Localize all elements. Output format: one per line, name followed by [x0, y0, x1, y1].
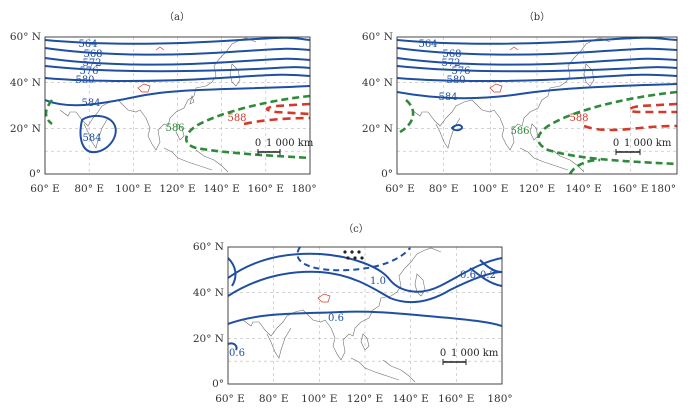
panel-a-red-contour: [243, 102, 310, 126]
panel-a-tibetan-plateau: [137, 46, 165, 93]
panel-a-x-axis-ticks: 60° E 80° E 100° E 120° E 140° E 160° E …: [30, 183, 316, 195]
x-tick: 180°: [651, 183, 676, 195]
panel-b-x-axis-ticks: 60° E 80° E 100° E 120° E 140° E 160° E …: [385, 183, 676, 195]
y-tick: 0°: [212, 378, 224, 390]
x-tick: 120° E: [519, 183, 555, 195]
x-tick: 180°: [487, 393, 512, 405]
contour-label-580: 580: [75, 75, 94, 86]
y-tick: 40° N: [362, 77, 393, 89]
contour-label-576: 576: [451, 66, 470, 77]
contour-label-0-6-west: 0.6: [229, 348, 245, 359]
panel-c-blue-contours: [228, 247, 502, 351]
panel-c-tibetan-plateau: [317, 293, 331, 303]
panel-b-contour-labels: 564 568 572 576 580 584 586 588: [418, 39, 588, 137]
x-tick: 80° E: [259, 393, 289, 405]
x-tick: 80° E: [429, 183, 459, 195]
panel-c-coastline: [242, 247, 442, 383]
panel-b-red-contour: [583, 102, 677, 132]
x-tick: 160° E: [438, 393, 474, 405]
panel-a-scale-bar: 0 1 000 km: [255, 138, 314, 155]
panel-c-frame: [227, 246, 503, 385]
scale-bar-distance: 1 000 km: [451, 348, 499, 359]
x-tick: 100° E: [472, 183, 508, 195]
contour-label-576: 576: [79, 66, 98, 77]
contour-label-0-6-east: 0.6: [460, 270, 476, 281]
contour-label-588: 588: [569, 113, 588, 124]
panel-a-blue-contours: [45, 37, 310, 154]
contour-label-564: 564: [78, 39, 97, 50]
panel-a-label: （a）: [164, 11, 190, 23]
panel-b-frame: [396, 36, 678, 175]
x-tick: 100° E: [115, 183, 151, 195]
panel-b-tibetan-plateau: [489, 46, 519, 93]
panel-c-stippling: [343, 250, 364, 260]
contour-label-1-0: 1.0: [370, 276, 386, 287]
contour-label-568: 568: [442, 49, 461, 60]
contour-label-564: 564: [418, 39, 437, 50]
y-tick: 20° N: [193, 333, 224, 345]
y-tick: 40° N: [193, 287, 224, 299]
panel-c-scale-bar: 0 1 000 km: [440, 348, 499, 365]
contour-label-0-2: 0.2: [480, 270, 496, 281]
y-tick: 60° N: [10, 31, 41, 43]
panel-a-green-contour: [45, 94, 310, 160]
scale-bar-zero: 0: [440, 348, 446, 359]
panel-b-blue-contours: [397, 37, 677, 132]
panel-c: （c）: [193, 223, 513, 405]
scale-bar-distance: 1 000 km: [266, 138, 314, 149]
panel-a: （a）: [10, 11, 317, 195]
scale-bar-zero: 0: [613, 138, 619, 149]
x-tick: 100° E: [301, 393, 337, 405]
contour-label-584: 584: [438, 92, 457, 103]
contour-label-588: 588: [227, 113, 246, 124]
panel-c-contour-labels: 1.0 0.6 0.2 0.6 0.6: [229, 270, 496, 359]
contour-label-586: 586: [510, 126, 529, 137]
contour-label-580: 580: [446, 75, 465, 86]
y-tick: 20° N: [362, 123, 393, 135]
y-tick: 40° N: [10, 77, 41, 89]
panel-c-label: （c）: [343, 223, 369, 235]
x-tick: 120° E: [159, 183, 195, 195]
x-tick: 80° E: [74, 183, 104, 195]
panel-a-frame: [44, 36, 311, 175]
x-tick: 60° E: [30, 183, 60, 195]
panel-b-green-contour: [399, 90, 677, 174]
x-tick: 160° E: [612, 183, 648, 195]
y-tick: 20° N: [10, 123, 41, 135]
panel-b-grid: [397, 37, 677, 174]
panel-b-scale-bar: 0 1 000 km: [613, 138, 672, 155]
contour-label-584-north: 584: [81, 98, 100, 109]
y-tick: 0°: [29, 168, 41, 180]
contour-label-572: 572: [82, 58, 101, 69]
x-tick: 120° E: [347, 393, 383, 405]
y-tick: 0°: [381, 168, 393, 180]
contour-label-584-india: 584: [82, 133, 101, 144]
panel-b-label: （b）: [524, 11, 550, 23]
y-tick: 60° N: [193, 241, 224, 253]
contour-label-568: 568: [83, 49, 102, 60]
panel-b-y-axis-ticks: 60° N 40° N 20° N 0°: [362, 31, 393, 180]
panel-c-x-axis-ticks: 60° E 80° E 100° E 120° E 140° E 160° E …: [215, 393, 512, 405]
scale-bar-zero: 0: [255, 138, 261, 149]
contour-label-0-6-center: 0.6: [328, 313, 344, 324]
x-tick: 60° E: [385, 183, 415, 195]
x-tick: 160° E: [248, 183, 284, 195]
panel-a-contour-labels: 564 568 572 576 580 584 584 586 588: [75, 39, 246, 144]
scale-bar-distance: 1 000 km: [624, 138, 672, 149]
x-tick: 140° E: [566, 183, 602, 195]
panel-a-y-axis-ticks: 60° N 40° N 20° N 0°: [10, 31, 41, 180]
panel-b: （b）: [362, 11, 678, 195]
contour-label-572: 572: [441, 58, 460, 69]
contour-label-586: 586: [165, 123, 184, 134]
panel-c-y-axis-ticks: 60° N 40° N 20° N 0°: [193, 241, 224, 390]
y-tick: 60° N: [362, 31, 393, 43]
x-tick: 180°: [291, 183, 316, 195]
x-tick: 140° E: [393, 393, 429, 405]
x-tick: 60° E: [215, 393, 245, 405]
x-tick: 140° E: [204, 183, 240, 195]
